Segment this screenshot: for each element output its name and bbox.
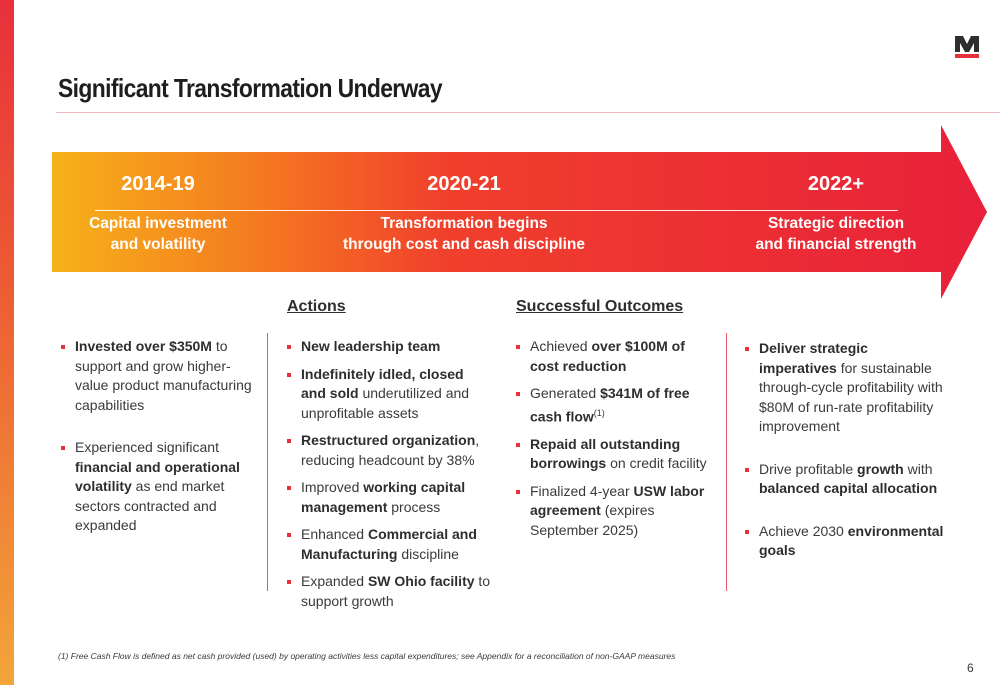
period-2022-plus: 2022+ Strategic direction and financial …	[736, 173, 936, 255]
period-year: 2020-21	[427, 173, 501, 195]
company-logo	[952, 30, 982, 60]
column-divider	[726, 333, 727, 591]
actions-bullet-list: New leadership team Indefinitely idled, …	[287, 337, 492, 611]
actions-heading: Actions	[287, 298, 346, 315]
list-item: New leadership team	[287, 337, 492, 357]
footnote-marker: (1)	[593, 407, 605, 418]
list-item: Experienced significant financial and op…	[61, 438, 256, 536]
list-item: Achieve 2030 environmental goals	[745, 522, 945, 561]
past-bullet-list: Invested over $350M to support and grow …	[61, 337, 256, 536]
list-item: Invested over $350M to support and grow …	[61, 337, 256, 415]
page-number: 6	[967, 661, 974, 675]
list-item: Repaid all outstanding borrowings on cre…	[516, 435, 711, 474]
period-description-line2: and volatility	[110, 236, 206, 253]
list-item: Expanded SW Ohio facility to support gro…	[287, 572, 492, 611]
period-2020-21: 2020-21 Transformation begins through co…	[314, 173, 614, 255]
period-year: 2022+	[807, 173, 865, 195]
future-bullet-list: Deliver strategic imperatives for sustai…	[745, 339, 945, 561]
period-description-line1: Capital investment	[89, 215, 227, 232]
list-item: Drive profitable growth with balanced ca…	[745, 460, 945, 499]
list-item: Finalized 4-year USW labor agreement (ex…	[516, 482, 711, 541]
title-divider	[56, 112, 1000, 113]
outcomes-bullet-list: Achieved over $100M of cost reduction Ge…	[516, 337, 711, 540]
period-description-line1: Transformation begins	[380, 215, 548, 232]
list-item: Improved working capital management proc…	[287, 478, 492, 517]
list-item: Generated $341M of free cash flow(1)	[516, 384, 711, 427]
column-divider	[267, 333, 268, 591]
period-description-line2: through cost and cash discipline	[342, 236, 585, 253]
period-description-line1: Strategic direction	[767, 215, 905, 232]
list-item: Indefinitely idled, closed and sold unde…	[287, 365, 492, 424]
list-item: Deliver strategic imperatives for sustai…	[745, 339, 945, 437]
list-item: Achieved over $100M of cost reduction	[516, 337, 711, 376]
list-item: Enhanced Commercial and Manufacturing di…	[287, 525, 492, 564]
period-description-line2: and financial strength	[755, 236, 917, 253]
outcomes-heading: Successful Outcomes	[516, 298, 684, 315]
left-accent-bar	[0, 0, 14, 685]
period-year: 2014-19	[121, 173, 195, 195]
footnote: (1) Free Cash Flow is defined as net cas…	[58, 651, 676, 661]
page-title: Significant Transformation Underway	[58, 73, 443, 103]
list-item: Restructured organization, reducing head…	[287, 431, 492, 470]
period-2014-19: 2014-19 Capital investment and volatilit…	[58, 173, 258, 255]
timeline-divider	[95, 210, 898, 211]
